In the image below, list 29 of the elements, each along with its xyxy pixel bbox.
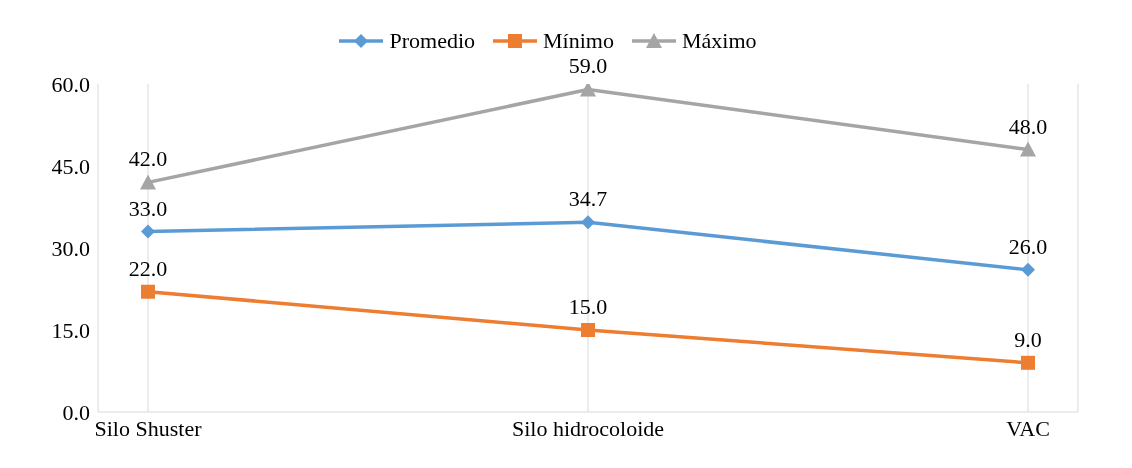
point — [1020, 141, 1036, 157]
data-label: 26.0 — [1008, 233, 1048, 259]
point — [581, 323, 595, 337]
data-label: 15.0 — [568, 294, 608, 319]
y-tick-label: 0.0 — [62, 399, 90, 425]
data-label: 42.0 — [128, 146, 168, 172]
point — [580, 84, 596, 97]
legend-label: Máximo — [681, 28, 757, 54]
data-label: 22.0 — [128, 255, 168, 281]
x-tick-label: Silo hidrocoloide — [511, 415, 665, 441]
x-tick-label: Silo Shuster — [94, 415, 203, 441]
data-label: 59.0 — [568, 53, 608, 79]
x-tick-label: VAC — [1006, 415, 1050, 441]
legend-label: Mínimo — [543, 28, 614, 54]
data-label: 48.0 — [1008, 113, 1048, 139]
y-tick-label: 30.0 — [51, 235, 90, 261]
data-label: 9.0 — [1014, 326, 1042, 352]
y-tick-label: 45.0 — [51, 153, 90, 179]
point — [140, 174, 156, 190]
point — [141, 224, 155, 239]
data-label: 33.0 — [128, 195, 168, 221]
legend-label: Promedio — [389, 28, 476, 54]
point — [1021, 355, 1035, 370]
point — [1021, 262, 1035, 277]
y-tick-label: 15.0 — [51, 317, 90, 343]
point — [141, 284, 155, 299]
y-tick-label: 60.0 — [51, 71, 90, 97]
data-label: 34.7 — [568, 186, 608, 212]
point — [581, 215, 595, 230]
